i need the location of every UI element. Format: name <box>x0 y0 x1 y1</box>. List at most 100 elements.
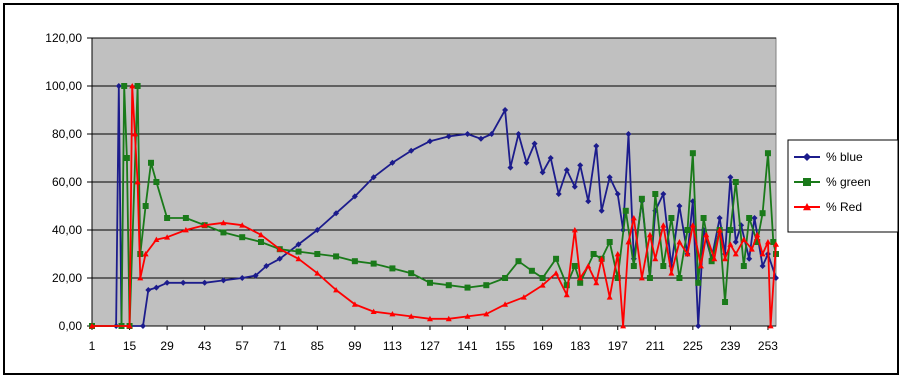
data-point <box>577 279 584 286</box>
data-point <box>746 215 753 221</box>
data-point <box>488 131 495 137</box>
data-point <box>593 143 600 149</box>
data-point <box>630 215 637 221</box>
gridlines <box>92 37 776 279</box>
data-point <box>614 191 621 197</box>
series-line <box>92 85 777 327</box>
data-point <box>201 279 208 286</box>
data-point <box>740 263 747 269</box>
data-point <box>464 284 471 291</box>
data-point <box>593 279 600 286</box>
data-point <box>389 159 396 166</box>
data-point <box>689 222 696 228</box>
data-point <box>295 241 302 248</box>
x-tick-label: 99 <box>348 339 362 353</box>
data-point <box>598 207 605 214</box>
data-point <box>764 239 771 245</box>
data-point <box>153 236 160 242</box>
data-point <box>370 174 377 181</box>
data-point <box>239 234 246 241</box>
data-point <box>445 282 452 289</box>
data-point <box>263 263 270 269</box>
data-point <box>547 155 554 161</box>
data-point <box>754 231 761 238</box>
data-point <box>464 131 471 137</box>
data-point <box>716 227 723 233</box>
data-point <box>571 183 578 190</box>
data-point <box>727 227 734 233</box>
data-point <box>153 284 160 291</box>
data-point <box>389 311 396 317</box>
data-point <box>137 275 144 281</box>
data-point <box>555 191 562 197</box>
data-point <box>126 323 133 329</box>
data-point <box>220 219 227 226</box>
data-point <box>711 255 718 262</box>
data-point <box>276 246 283 252</box>
data-point <box>676 239 683 245</box>
data-point <box>257 239 264 245</box>
data-point <box>727 174 734 181</box>
data-point <box>131 131 138 137</box>
data-point <box>389 265 396 272</box>
data-point <box>652 255 659 262</box>
data-point <box>716 215 723 221</box>
legend-entry: % green <box>794 175 871 189</box>
data-point <box>239 222 246 228</box>
data-point <box>182 215 189 221</box>
data-point <box>134 179 141 185</box>
y-tick-label: 0,00 <box>59 319 83 333</box>
data-point <box>515 258 522 265</box>
data-point <box>660 222 667 228</box>
data-point <box>276 255 283 262</box>
data-point <box>773 241 779 247</box>
data-point <box>630 263 637 269</box>
data-point <box>732 251 739 257</box>
data-point <box>598 255 605 262</box>
data-point <box>614 275 621 281</box>
data-point <box>577 275 584 281</box>
data-point <box>426 279 433 286</box>
data-point <box>142 203 149 209</box>
data-point <box>333 287 340 293</box>
data-point <box>139 323 146 329</box>
data-point <box>684 251 691 257</box>
data-point <box>668 270 675 276</box>
x-tick-label: 43 <box>198 339 212 353</box>
x-tick-label: 197 <box>608 339 628 353</box>
x-tick-label: 127 <box>420 339 440 353</box>
data-point <box>539 169 546 176</box>
legend-label: % Red <box>826 200 862 214</box>
data-point <box>563 291 570 298</box>
data-point <box>182 227 189 233</box>
data-point <box>483 311 490 317</box>
data-point <box>539 282 546 288</box>
x-tick-label: 239 <box>720 339 740 353</box>
data-point <box>646 231 653 238</box>
data-point <box>523 159 530 166</box>
data-point <box>732 239 739 245</box>
data-point <box>625 239 632 245</box>
data-point <box>727 241 734 247</box>
x-tick-label: 113 <box>383 339 402 353</box>
data-point <box>646 275 653 281</box>
legend-entry: % blue <box>794 150 863 164</box>
data-point <box>620 323 627 329</box>
data-point <box>314 227 321 233</box>
x-tick-label: 183 <box>570 339 590 353</box>
data-point <box>531 140 538 147</box>
data-point <box>502 275 509 281</box>
legend-marker <box>803 178 811 186</box>
data-point <box>754 239 761 245</box>
data-point <box>759 263 766 269</box>
data-point <box>351 258 358 265</box>
data-point <box>257 231 264 238</box>
series-2 <box>89 83 779 329</box>
data-point <box>252 272 259 279</box>
data-point <box>426 315 433 322</box>
data-point <box>539 275 546 281</box>
data-point <box>746 255 753 262</box>
data-point <box>295 255 302 262</box>
data-point <box>652 191 659 197</box>
